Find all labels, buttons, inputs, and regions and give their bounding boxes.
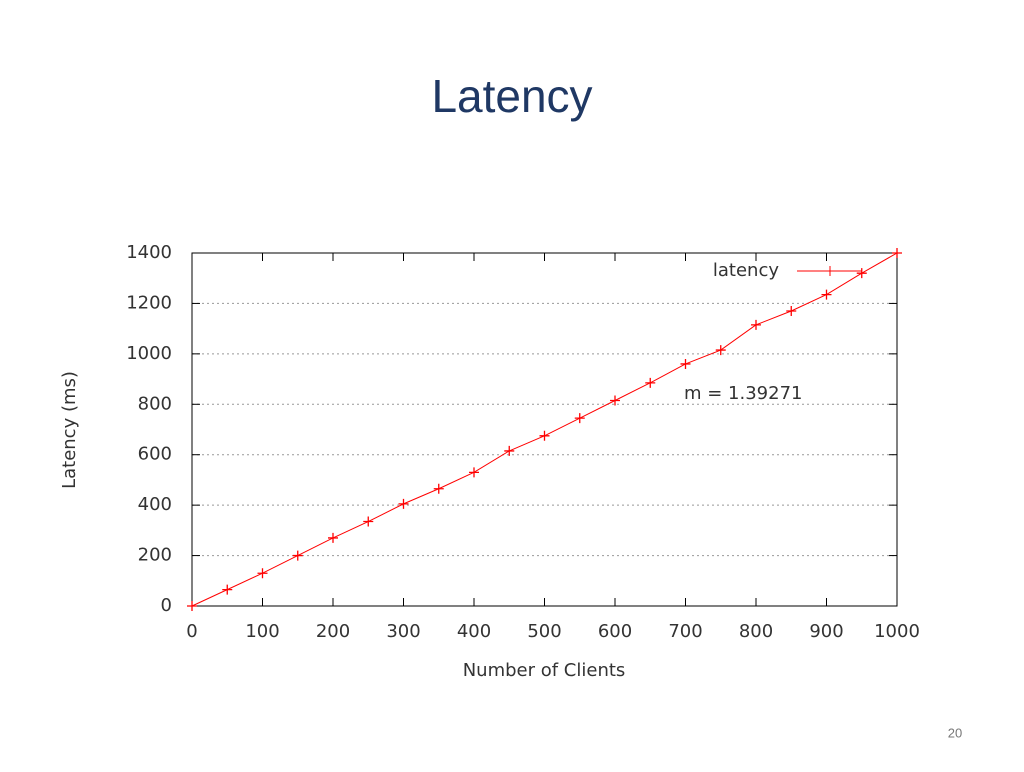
y-tick-label: 400 (138, 494, 172, 515)
point-marker (856, 268, 867, 279)
point-marker (257, 568, 268, 579)
x-tick-label: 200 (316, 621, 350, 642)
point-marker (574, 413, 585, 424)
point-marker (715, 345, 726, 356)
x-tick-label: 500 (527, 621, 561, 642)
point-marker (892, 248, 902, 258)
y-tick-label: 1200 (126, 292, 172, 313)
y-tick-label: 200 (138, 545, 172, 566)
x-tick-label: 300 (386, 621, 420, 642)
point-marker (363, 516, 374, 527)
x-tick-label: 600 (598, 621, 632, 642)
x-tick-label: 100 (245, 621, 279, 642)
point-marker (504, 445, 515, 456)
point-marker (680, 358, 691, 369)
x-tick-label: 1000 (874, 621, 920, 642)
point-marker (187, 601, 197, 611)
y-tick-label: 800 (138, 393, 172, 414)
point-marker (786, 305, 797, 316)
y-tick-label: 1000 (126, 343, 172, 364)
slide-title: Latency (431, 70, 592, 122)
page-number: 20 (948, 725, 962, 740)
point-marker (222, 584, 233, 595)
point-marker (469, 467, 479, 478)
point-marker (398, 498, 409, 509)
y-tick-label: 0 (161, 595, 172, 616)
y-axis-label: Latency (ms) (59, 371, 80, 489)
x-tick-label: 800 (739, 621, 773, 642)
point-marker (645, 377, 656, 388)
point-marker (539, 430, 550, 441)
point-marker (751, 319, 761, 330)
x-tick-label: 0 (186, 621, 197, 642)
plot-frame (191, 252, 898, 607)
x-axis-label: Number of Clients (463, 660, 626, 681)
y-tick-label: 600 (138, 444, 172, 465)
y-tick-label: 1400 (126, 242, 172, 263)
point-marker (292, 550, 303, 561)
x-tick-label: 700 (668, 621, 702, 642)
legend-label: latency (713, 260, 779, 281)
point-marker (328, 532, 338, 543)
x-tick-label: 900 (809, 621, 843, 642)
annotation: m = 1.39271 (684, 383, 803, 404)
point-marker (433, 483, 444, 494)
point-marker (610, 395, 620, 406)
point-marker (821, 289, 832, 300)
legend-marker (825, 266, 835, 276)
x-tick-label: 400 (457, 621, 491, 642)
